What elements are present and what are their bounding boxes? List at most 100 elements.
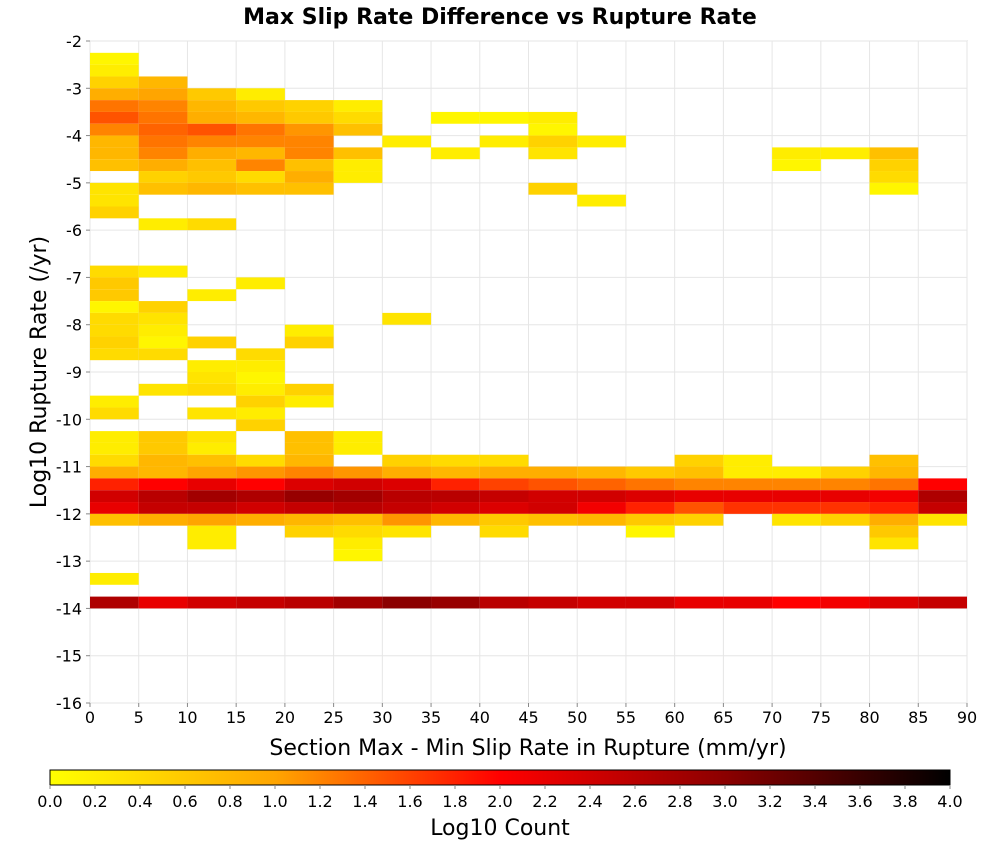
x-axis-ticks: 0 5 10 15 20 25 30 35 40 45 50 55 60 65 70 75 80 85 90 — [85, 703, 977, 727]
x-tick-label: 0 — [85, 708, 95, 727]
heatmap-cell — [528, 111, 578, 124]
heatmap-cell — [431, 111, 480, 124]
heatmap-cell — [138, 171, 188, 183]
x-tick-label: 70 — [762, 708, 782, 727]
heatmap-cell — [869, 537, 919, 550]
colorbar-label: Log10 Count — [430, 816, 570, 841]
heatmap-cell — [138, 336, 188, 349]
heatmap-cell — [187, 407, 237, 420]
heatmap-cell — [187, 135, 237, 148]
heatmap-cell — [284, 336, 334, 349]
heatmap-cell — [138, 478, 188, 491]
heatmap-cell — [187, 360, 237, 372]
heatmap-cell — [187, 218, 237, 231]
heatmap-cell — [90, 194, 139, 207]
heatmap-cell — [479, 454, 529, 467]
x-tick-label: 35 — [421, 708, 441, 727]
heatmap-cell — [577, 478, 626, 491]
heatmap-cell — [528, 502, 578, 514]
heatmap-cell — [820, 147, 870, 160]
heatmap-cell — [284, 466, 334, 479]
colorbar-tick-label: 3.2 — [757, 792, 782, 811]
heatmap-cell — [90, 147, 139, 160]
heatmap-cell — [723, 596, 773, 609]
heatmap-cell — [918, 502, 967, 514]
heatmap-cell — [236, 277, 285, 290]
heatmap-cell — [772, 596, 821, 609]
heatmap-cell — [90, 596, 139, 609]
heatmap-cell — [820, 502, 870, 514]
heatmap-cell — [333, 525, 383, 538]
heatmap-cell — [138, 123, 188, 136]
colorbar-tick-label: 0.2 — [82, 792, 107, 811]
heatmap-cell — [187, 513, 237, 526]
heatmap-cell — [382, 513, 432, 526]
heatmap-cell — [772, 466, 821, 479]
heatmap-cell — [869, 159, 919, 172]
heatmap-cell — [236, 419, 285, 432]
heatmap-cell — [90, 324, 139, 337]
heatmap-cell — [479, 596, 529, 609]
colorbar-tick-label: 1.4 — [352, 792, 377, 811]
heatmap-cell — [674, 596, 724, 609]
heatmap-cell — [236, 182, 285, 195]
heatmap-cell — [236, 360, 285, 372]
heatmap-cell — [479, 111, 529, 124]
heatmap-cell — [90, 348, 139, 361]
chart-title: Max Slip Rate Difference vs Rupture Rate — [243, 5, 757, 30]
heatmap-cell — [479, 466, 529, 479]
x-tick-label: 20 — [275, 708, 295, 727]
colorbar-ticks: 0.0 0.2 0.4 0.6 0.8 1.0 1.2 1.4 1.6 1.8 2.0 2.2 2.4 2… — [37, 785, 963, 811]
colorbar-tick-label: 2.2 — [532, 792, 557, 811]
heatmap-cell — [90, 454, 139, 467]
heatmap-cell — [90, 76, 139, 89]
heatmap-cell — [869, 147, 919, 160]
heatmap-cell — [382, 454, 432, 467]
heatmap-cell — [382, 596, 432, 609]
heatmap-cell — [138, 502, 188, 514]
heatmap-cell — [187, 490, 237, 503]
heatmap-cell — [820, 513, 870, 526]
heatmap-cell — [187, 88, 237, 101]
heatmap-cell — [869, 454, 919, 467]
heatmap-cell — [90, 466, 139, 479]
heatmap-cell — [577, 513, 626, 526]
colorbar-tick-label: 2.0 — [487, 792, 512, 811]
x-tick-label: 90 — [957, 708, 977, 727]
x-tick-label: 50 — [567, 708, 587, 727]
heatmap-cell — [674, 490, 724, 503]
heatmap-cell — [90, 502, 139, 514]
heatmap-cell — [674, 466, 724, 479]
heatmap-cell — [236, 348, 285, 361]
heatmap-cell — [869, 182, 919, 195]
colorbar-tick-label: 1.8 — [442, 792, 467, 811]
heatmap-cell — [90, 336, 139, 349]
heatmap-cell — [431, 502, 480, 514]
heatmap-cell — [284, 395, 334, 408]
colorbar-tick-label: 1.2 — [307, 792, 332, 811]
heatmap-cell — [236, 372, 285, 384]
heatmap-cell — [284, 135, 334, 148]
heatmap-cell — [90, 478, 139, 491]
colorbar-tick-label: 3.4 — [802, 792, 827, 811]
heatmap-cell — [625, 502, 675, 514]
heatmap-cell — [138, 182, 188, 195]
heatmap-cell — [284, 100, 334, 112]
x-tick-label: 45 — [518, 708, 538, 727]
heatmap-cell — [284, 123, 334, 136]
heatmap-cell — [187, 336, 237, 349]
heatmap-cell — [723, 490, 773, 503]
heatmap-cell — [138, 324, 188, 337]
heatmap-cell — [187, 525, 237, 538]
heatmap-cell — [431, 513, 480, 526]
heatmap-cell — [236, 159, 285, 172]
heatmap-cell — [577, 135, 626, 148]
x-tick-label: 55 — [616, 708, 636, 727]
heatmap-cell — [869, 478, 919, 491]
heatmap-cell — [284, 159, 334, 172]
heatmap-cell — [284, 454, 334, 467]
heatmap-cell — [90, 111, 139, 124]
colorbar-tick-label: 1.0 — [262, 792, 287, 811]
heatmap-cell — [382, 525, 432, 538]
heatmap-cell — [187, 478, 237, 491]
